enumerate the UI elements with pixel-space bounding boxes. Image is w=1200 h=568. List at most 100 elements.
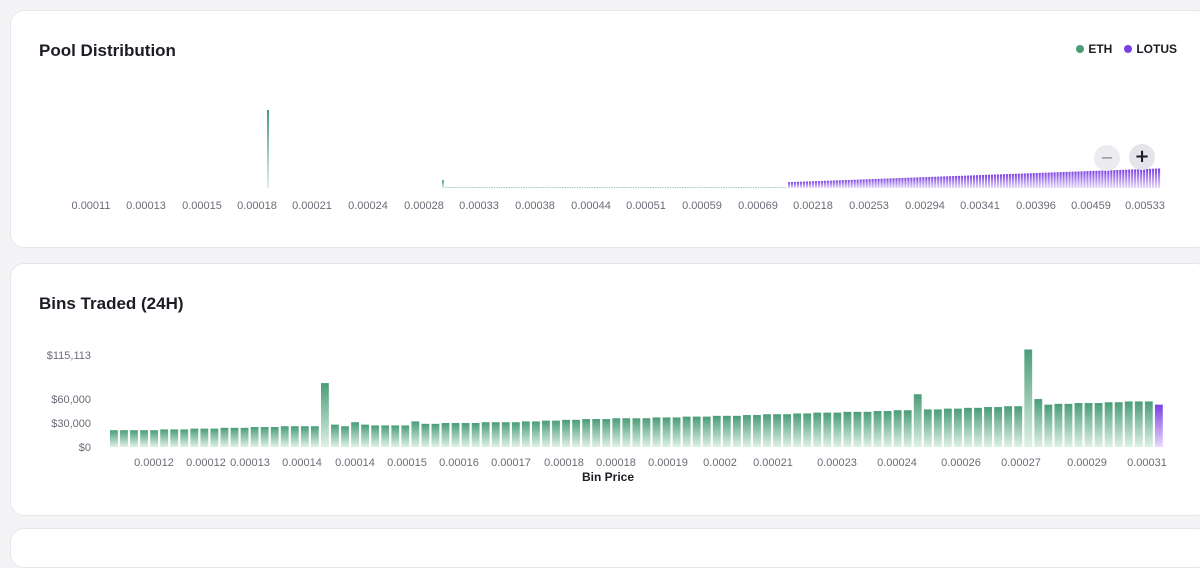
pool-bar: [937, 176, 940, 188]
bins-bar: [964, 407, 972, 447]
bins-bar: [230, 427, 239, 447]
pool-bar: [537, 187, 540, 188]
bins-bar: [300, 426, 309, 447]
bins-bar: [843, 411, 852, 447]
bins-bar: [662, 417, 671, 447]
pool-bar: [922, 177, 925, 188]
pool-bar: [1095, 170, 1098, 188]
pool-bar: [681, 187, 684, 188]
pool-bar: [820, 180, 823, 188]
zoom-in-button[interactable]: +: [1129, 144, 1155, 170]
pool-bar: [584, 187, 586, 188]
pool-bar: [532, 187, 535, 188]
pool-bar: [445, 187, 447, 188]
pool-bar: [808, 181, 811, 188]
bins-bar: [421, 423, 430, 447]
pool-bar: [691, 187, 694, 188]
pool-bar: [735, 187, 738, 188]
pool-bar: [1125, 169, 1128, 188]
pool-bar: [701, 187, 703, 188]
bins-bar: [331, 424, 339, 447]
pool-bar: [1035, 173, 1038, 188]
pool-bar: [990, 174, 994, 188]
bins-traded-chart: $115,113 $60,000 $30,000 $0 0.00012 0.00012 0.…: [47, 349, 1167, 484]
pool-bar: [603, 187, 606, 188]
pool-bar: [616, 187, 618, 188]
pool-bar: [1104, 170, 1107, 188]
pool-bar: [479, 187, 481, 188]
pool-bar: [767, 187, 769, 188]
pool-bar: [1047, 172, 1050, 188]
pool-bar: [1038, 172, 1041, 188]
pool-bar: [1110, 170, 1113, 188]
zoom-out-button[interactable]: −: [1094, 145, 1120, 171]
pool-bar: [493, 187, 496, 188]
bins-bar: [803, 413, 812, 447]
pool-bar: [886, 178, 889, 188]
bins-bar: [220, 427, 229, 447]
pool-bar: [572, 187, 574, 188]
pool-bar: [650, 187, 652, 188]
pool-bar: [967, 175, 970, 188]
bins-bar: [642, 418, 651, 447]
pool-bar: [892, 178, 895, 188]
pool-bar: [1140, 169, 1143, 188]
bins-bar: [1154, 404, 1163, 447]
pool-bar: [1116, 170, 1119, 188]
pool-bar: [510, 187, 513, 188]
pool-bar: [832, 180, 835, 188]
pool-bar: [550, 187, 552, 188]
pool-bar: [1044, 172, 1047, 188]
pool-bar: [642, 187, 645, 188]
pool-bar: [498, 187, 501, 188]
pool-bar: [895, 178, 898, 188]
pool-bar: [1026, 173, 1029, 188]
pool-bar: [471, 187, 474, 188]
pool-x-tick-label: 0.00015: [182, 200, 222, 212]
bins-bar: [873, 411, 882, 447]
bins-bar: [210, 428, 219, 447]
pool-x-tick-label: 0.00294: [905, 200, 945, 212]
pool-bar: [984, 174, 988, 188]
pool-bar: [1071, 171, 1074, 188]
pool-bar: [1002, 174, 1005, 188]
pool-bar: [1020, 173, 1023, 188]
bins-x-tick-label: 0.00027: [1001, 457, 1041, 469]
pool-bar: [889, 178, 892, 188]
pool-bar: [993, 174, 996, 188]
pool-bar: [689, 187, 691, 188]
pool-bar: [772, 187, 774, 188]
bins-bar: [170, 429, 179, 447]
bins-bar: [783, 414, 792, 447]
pool-bar: [743, 187, 745, 188]
bins-y-tick-label: $30,000: [51, 418, 91, 430]
pool-bar: [1083, 171, 1086, 188]
pool-bar: [934, 176, 937, 188]
pool-x-tick-label: 0.00341: [960, 200, 1000, 212]
pool-bar: [916, 177, 919, 188]
pool-bar: [486, 187, 488, 188]
pool-bar: [706, 187, 708, 188]
pool-bar: [459, 187, 462, 188]
pool-bar: [718, 187, 720, 188]
pool-bar: [799, 181, 803, 188]
pool-bar: [474, 187, 476, 188]
pool-bar: [462, 187, 464, 188]
bins-bar: [913, 394, 922, 447]
pool-bar: [970, 175, 973, 188]
bins-bar: [471, 423, 480, 447]
pool-bar: [640, 187, 642, 188]
pool-x-tick-label: 0.00013: [126, 200, 166, 212]
pool-bar: [802, 181, 806, 188]
pool-bar: [883, 178, 886, 188]
pool-bar: [596, 187, 598, 188]
pool-bar: [703, 187, 706, 188]
bins-bar: [572, 419, 581, 447]
pool-bar: [684, 187, 686, 188]
pool-bar: [1011, 173, 1014, 188]
pool-bar: [964, 175, 967, 188]
pool-bar: [871, 179, 874, 188]
bins-x-tick-label: 0.00026: [941, 457, 981, 469]
pool-bar: [657, 187, 659, 188]
bins-bar: [1114, 402, 1123, 447]
